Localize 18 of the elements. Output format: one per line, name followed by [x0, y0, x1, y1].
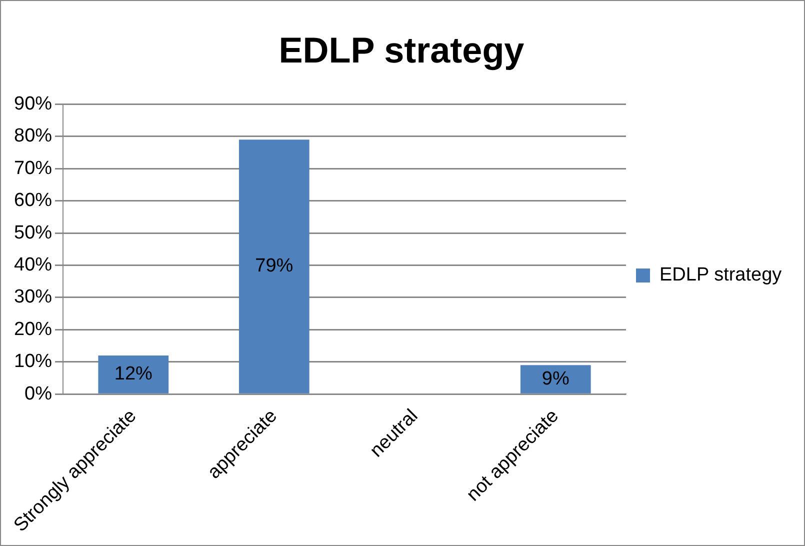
data-label: 79%: [255, 256, 294, 277]
bar: [98, 355, 169, 394]
y-tick-label: 70%: [14, 158, 52, 179]
y-tick-label: 10%: [14, 351, 52, 372]
legend-label: EDLP strategy: [660, 264, 782, 286]
y-tick-label: 40%: [14, 254, 52, 276]
y-tick-label: 50%: [14, 222, 52, 244]
y-tick-label: 60%: [14, 190, 52, 212]
y-tick-label: 0%: [24, 383, 52, 404]
y-tick-label: 90%: [14, 93, 52, 114]
y-tick-label: 30%: [14, 286, 52, 308]
y-tick-label: 20%: [14, 318, 52, 340]
data-label: 12%: [114, 364, 153, 385]
data-label: 9%: [542, 368, 570, 390]
chart-title: EDLP strategy: [278, 30, 524, 71]
bar: [520, 365, 591, 394]
bar: [238, 140, 310, 394]
y-tick-label: 80%: [14, 126, 52, 147]
